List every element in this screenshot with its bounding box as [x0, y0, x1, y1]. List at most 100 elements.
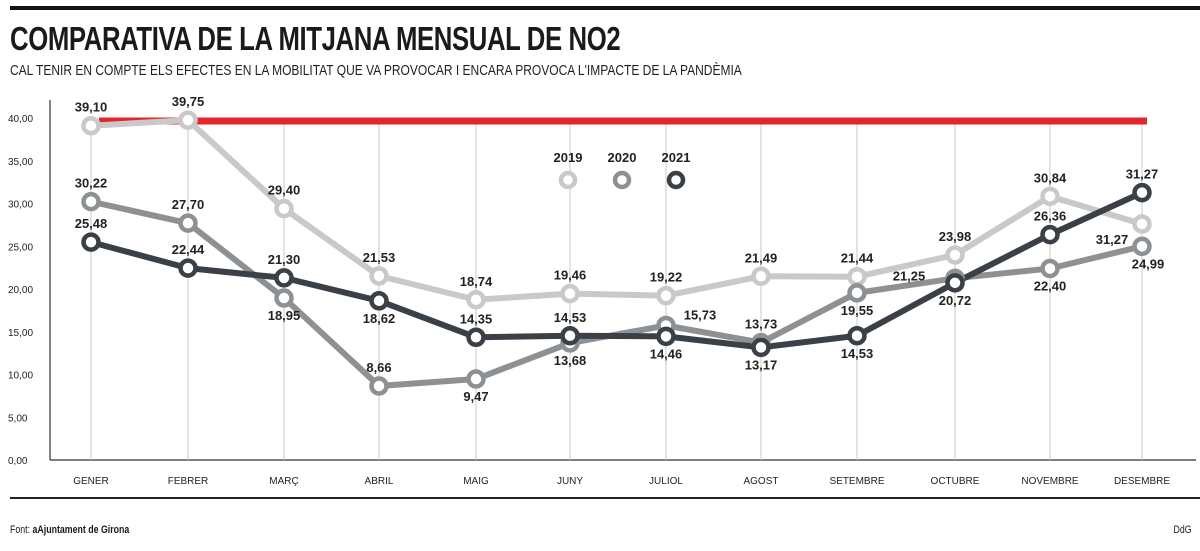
- data-point-2019: [945, 245, 965, 265]
- legend-label-2019: 2019: [554, 150, 583, 165]
- data-point-2019: [751, 266, 771, 287]
- y-tick-label: 25,00: [8, 242, 33, 253]
- data-label-2019: 30,84: [1034, 170, 1067, 185]
- data-point-2021: [656, 326, 676, 347]
- data-point-2019: [178, 110, 198, 130]
- data-point-2019: [1132, 214, 1152, 234]
- x-tick-label: AGOST: [743, 476, 778, 487]
- source-name: aAjuntament de Girona: [32, 524, 130, 536]
- data-label-2019: 23,98: [939, 229, 972, 244]
- x-tick-label: JUNY: [557, 476, 583, 487]
- x-tick-label: ABRIL: [365, 476, 394, 487]
- series-line-2021: [90, 189, 1144, 351]
- data-label-2020: 13,68: [554, 353, 587, 368]
- data-point-2021: [847, 326, 867, 346]
- data-point-2020: [466, 369, 486, 389]
- data-point-2019: [466, 290, 486, 310]
- data-point-2021: [274, 268, 294, 288]
- data-label-2021: 14,53: [841, 346, 874, 361]
- y-tick-label: 30,00: [8, 200, 33, 211]
- data-point-2021: [1040, 224, 1060, 245]
- data-point-2021: [369, 291, 389, 311]
- data-point-2020: [178, 213, 198, 233]
- data-label-2020: 30,22: [75, 176, 108, 191]
- x-tick-label: GENER: [73, 476, 109, 487]
- series-line-2019: [90, 117, 1143, 303]
- data-label-2021: 31,27: [1126, 167, 1159, 182]
- y-tick-label: 10,00: [8, 371, 33, 382]
- y-tick-label: 40,00: [8, 114, 33, 125]
- data-label-2021: 14,53: [554, 310, 587, 325]
- data-label-2019: 39,75: [172, 94, 205, 109]
- data-label-2020: 22,40: [1034, 278, 1067, 293]
- data-label-2019: 39,10: [75, 100, 108, 115]
- credit: DdG: [1173, 524, 1192, 536]
- data-label-2019: 21,49: [745, 250, 778, 265]
- chart-subtitle: CAL TENIR EN COMPTE ELS EFECTES EN LA MO…: [10, 62, 742, 79]
- x-tick-label: MAIG: [463, 476, 489, 487]
- data-point-2019: [847, 266, 867, 287]
- data-label-2021: 26,36: [1034, 209, 1067, 224]
- data-label-2021: 22,44: [172, 242, 205, 257]
- data-label-2019: 29,40: [268, 183, 301, 198]
- data-label-2021: 18,62: [363, 311, 396, 326]
- data-label-2020: 13,73: [745, 317, 778, 332]
- legend-label-2021: 2021: [662, 150, 691, 165]
- data-label-2021: 14,46: [650, 346, 683, 361]
- x-tick-label: SETEMBRE: [829, 476, 884, 487]
- data-point-2021: [1132, 182, 1152, 203]
- data-label-2020: 15,73: [684, 308, 717, 323]
- top-rule: [10, 6, 1200, 10]
- data-label-2021: 14,35: [460, 311, 493, 326]
- y-tick-label: 5,00: [8, 413, 28, 424]
- y-tick-label: 15,00: [8, 328, 33, 339]
- data-point-2020: [369, 376, 389, 396]
- data-point-2020: [1132, 236, 1152, 257]
- data-label-2020: 9,47: [463, 389, 488, 404]
- data-point-2019: [274, 198, 294, 219]
- data-label-2020: 21,25: [893, 268, 926, 283]
- data-point-2021: [945, 273, 965, 293]
- data-label-2021: 25,48: [75, 216, 108, 231]
- data-point-2021: [466, 327, 486, 348]
- data-point-2021: [751, 337, 771, 358]
- data-label-2019: 19,22: [650, 270, 683, 285]
- data-point-2019: [560, 283, 580, 304]
- data-point-2021: [178, 258, 198, 278]
- data-label-2020: 18,95: [268, 308, 301, 323]
- data-point-2019: [1040, 186, 1060, 207]
- data-point-2020: [274, 288, 294, 308]
- legend-marker-2019: [558, 170, 578, 190]
- x-tick-label: DESEMBRE: [1114, 476, 1170, 487]
- y-tick-label: 0,00: [8, 456, 28, 467]
- data-point-2021: [81, 232, 101, 252]
- y-tick-label: 35,00: [8, 157, 33, 168]
- y-tick-label: 20,00: [8, 285, 33, 296]
- data-label-2019: 21,44: [841, 251, 874, 266]
- data-label-2019: 31,27: [1096, 232, 1129, 247]
- data-label-2020: 8,66: [366, 360, 391, 375]
- data-point-2019: [369, 266, 389, 286]
- data-point-2020: [81, 191, 101, 212]
- data-point-2019: [656, 285, 676, 306]
- data-point-2019: [81, 115, 101, 136]
- data-point-2020: [847, 283, 867, 303]
- data-point-2021: [560, 326, 580, 346]
- data-label-2020: 24,99: [1132, 256, 1165, 271]
- x-tick-label: OCTUBRE: [931, 476, 980, 487]
- data-label-2019: 21,53: [363, 250, 396, 265]
- data-label-2021: 21,30: [268, 252, 301, 267]
- data-label-2020: 27,70: [172, 197, 205, 212]
- data-point-2020: [1040, 258, 1060, 279]
- source-note: Font: aAjuntament de Girona: [10, 524, 129, 536]
- x-tick-label: JULIOL: [649, 476, 683, 487]
- data-label-2019: 18,74: [460, 274, 493, 289]
- source-prefix: Font:: [10, 524, 31, 536]
- legend-label-2020: 2020: [608, 150, 637, 165]
- data-label-2021: 20,72: [939, 293, 972, 308]
- x-tick-label: FEBRER: [168, 476, 209, 487]
- bottom-rule: [10, 497, 1200, 499]
- data-label-2019: 19,46: [554, 268, 587, 283]
- chart-title: COMPARATIVA DE LA MITJANA MENSUAL DE NO2: [10, 20, 621, 57]
